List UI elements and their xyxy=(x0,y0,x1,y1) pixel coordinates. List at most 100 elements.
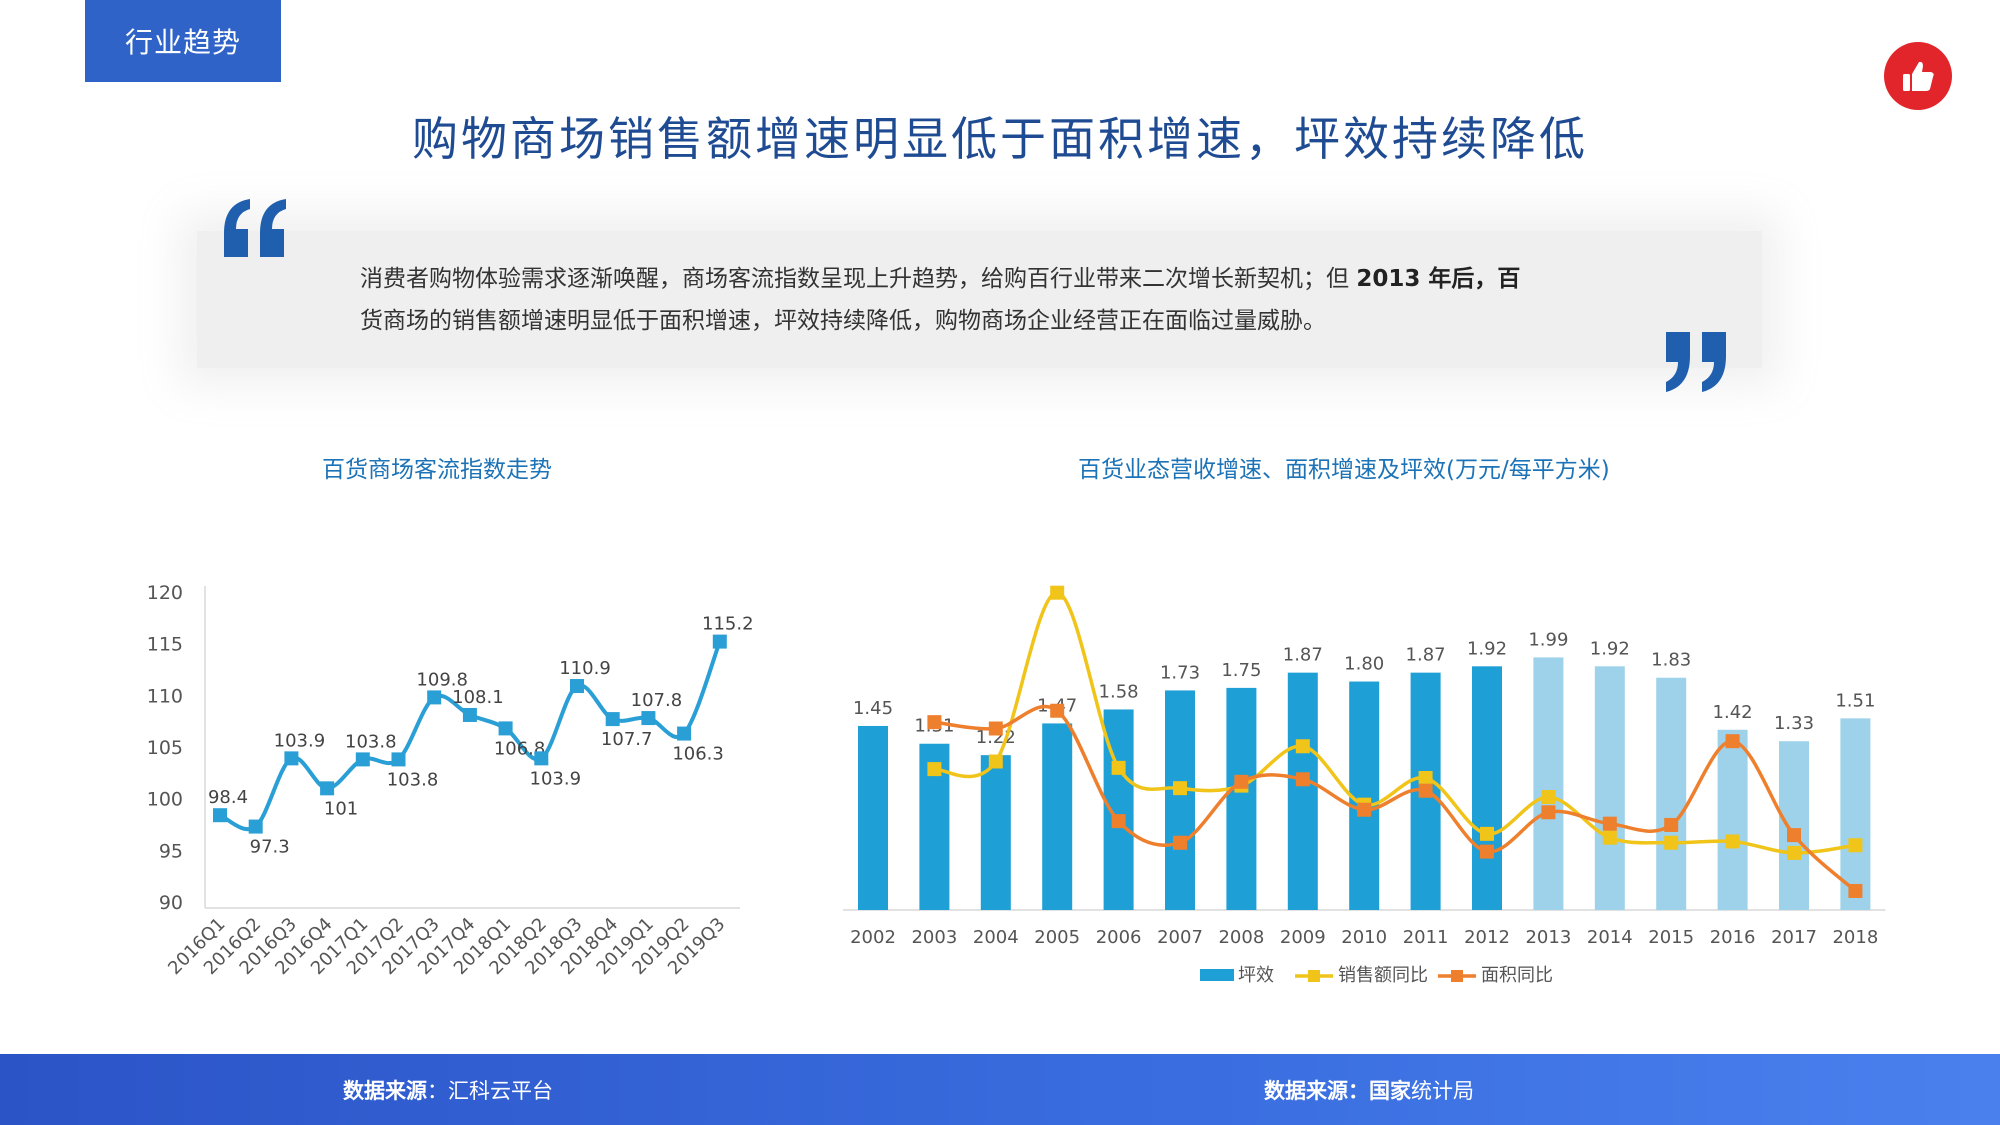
area-yoy-line xyxy=(934,704,1857,893)
area-yoy-point xyxy=(927,715,942,730)
footer-left-key: 数据来源 xyxy=(343,1079,427,1103)
efficiency-bar xyxy=(1594,666,1625,910)
efficiency-data-label: 1.80 xyxy=(1344,654,1384,675)
sales-yoy-point xyxy=(1725,834,1740,849)
efficiency-data-label: 1.87 xyxy=(1283,645,1323,666)
quote-box xyxy=(197,231,1762,368)
efficiency-bar xyxy=(1656,677,1687,910)
sales-yoy-point xyxy=(1418,771,1433,785)
flow-index-point xyxy=(605,712,620,727)
left-chart-title: 百货商场客流指数走势 xyxy=(322,457,552,483)
footer-source-left: 数据来源：汇科云平台 xyxy=(343,1075,553,1105)
legend-efficiency-label: 坪效 xyxy=(1238,965,1274,986)
sales-yoy-point xyxy=(1050,585,1065,600)
legend-area-label: 面积同比 xyxy=(1481,965,1553,986)
area-yoy-point xyxy=(1602,816,1617,831)
footer-source-right: 数据来源：国家统计局 xyxy=(1264,1075,1474,1105)
y-tick-label: 105 xyxy=(147,737,183,759)
area-yoy-point xyxy=(1664,817,1679,832)
efficiency-bar xyxy=(1349,681,1380,910)
footer-right-key: 数据来源：国家 xyxy=(1264,1079,1411,1103)
efficiency-data-label: 1.51 xyxy=(1835,690,1875,711)
x-tick-label: 2017 xyxy=(1771,927,1817,948)
area-yoy-point xyxy=(1418,783,1433,798)
y-tick-label: 100 xyxy=(147,789,183,811)
x-tick-label: 2018 xyxy=(1832,927,1878,948)
efficiency-bar xyxy=(1287,672,1318,910)
x-tick-label: 2005 xyxy=(1034,927,1080,948)
x-tick-label: 2006 xyxy=(1096,927,1142,948)
y-tick-label: 90 xyxy=(159,892,183,914)
flow-index-point xyxy=(712,634,727,649)
x-tick-label: 2002 xyxy=(850,927,896,948)
x-tick-label: 2007 xyxy=(1157,927,1203,948)
legend-efficiency-swatch xyxy=(1200,969,1234,981)
flow-index-point xyxy=(284,751,299,766)
efficiency-bar xyxy=(1042,723,1073,910)
x-tick-label: 2014 xyxy=(1587,927,1633,948)
efficiency-data-label: 1.42 xyxy=(1713,702,1753,723)
passenger-flow-line-chart: 90951001051101151202016Q12016Q22016Q3201… xyxy=(147,582,754,979)
flow-index-point xyxy=(320,781,335,796)
efficiency-bar xyxy=(1717,729,1748,910)
area-yoy-point xyxy=(1848,883,1863,898)
x-tick-label: 2016 xyxy=(1710,927,1756,948)
flow-index-data-label: 101 xyxy=(324,798,358,819)
sales-yoy-point xyxy=(1602,830,1617,845)
flow-index-data-label: 103.9 xyxy=(530,768,582,789)
area-yoy-point xyxy=(1480,844,1494,859)
sales-yoy-point xyxy=(927,762,942,777)
efficiency-data-label: 1.33 xyxy=(1774,713,1814,734)
quote-line1: 消费者购物体验需求逐渐唤醒，商场客流指数呈现上升趋势，给购百行业带来二次增长新契… xyxy=(360,266,1349,292)
area-yoy-point xyxy=(1173,835,1187,850)
flow-index-point xyxy=(677,726,692,741)
area-yoy-point xyxy=(1725,734,1740,749)
x-tick-label: 2004 xyxy=(973,927,1019,948)
efficiency-bar xyxy=(1840,718,1871,910)
x-tick-label: 2010 xyxy=(1341,927,1387,948)
efficiency-bar xyxy=(1533,657,1564,910)
quote-highlight: 2013 年后，百 xyxy=(1356,266,1521,292)
y-tick-label: 120 xyxy=(147,582,183,604)
flow-index-point xyxy=(427,690,442,705)
flow-index-data-label: 103.9 xyxy=(274,730,326,751)
flow-index-data-label: 107.7 xyxy=(601,729,653,750)
flow-index-data-label: 98.4 xyxy=(208,787,248,808)
flow-index-data-label: 97.3 xyxy=(250,837,290,858)
sales-yoy-point xyxy=(1295,739,1310,754)
department-store-bar-line-chart: 1.451.311.221.471.581.731.751.871.801.87… xyxy=(843,585,1886,986)
y-tick-label: 110 xyxy=(147,685,183,707)
efficiency-data-label: 1.87 xyxy=(1406,645,1446,666)
efficiency-bar xyxy=(1165,690,1195,910)
flow-index-data-label: 106.3 xyxy=(672,744,724,765)
area-yoy-point xyxy=(1541,805,1556,820)
area-yoy-point xyxy=(988,721,1003,736)
efficiency-data-label: 1.45 xyxy=(853,698,893,719)
y-tick-label: 95 xyxy=(159,840,183,862)
flow-index-point xyxy=(462,707,477,722)
flow-index-data-label: 103.8 xyxy=(387,769,439,790)
thumbs-up-icon xyxy=(1884,42,1952,110)
legend-area-marker xyxy=(1451,970,1463,982)
efficiency-data-label: 1.92 xyxy=(1590,638,1630,659)
sales-yoy-point xyxy=(1480,826,1494,841)
sales-yoy-point xyxy=(1111,760,1126,775)
flow-index-point xyxy=(641,711,656,726)
area-yoy-point xyxy=(1111,814,1126,829)
flow-index-point xyxy=(355,752,370,767)
flow-index-point xyxy=(391,752,406,767)
x-tick-label: 2011 xyxy=(1403,927,1449,948)
sales-yoy-point xyxy=(988,754,1003,769)
efficiency-bar xyxy=(1472,666,1502,910)
right-chart-title: 百货业态营收增速、面积增速及坪效(万元/每平方米) xyxy=(1078,457,1610,483)
footer-left-value: ：汇科云平台 xyxy=(427,1079,553,1103)
flow-index-data-label: 115.2 xyxy=(702,614,754,635)
flow-index-point xyxy=(570,679,584,694)
efficiency-bar xyxy=(858,725,888,910)
footer-bar xyxy=(0,1054,2000,1125)
flow-index-point xyxy=(498,721,513,736)
x-tick-label: 2009 xyxy=(1280,927,1326,948)
x-tick-label: 2003 xyxy=(911,927,957,948)
flow-index-data-label: 107.8 xyxy=(631,690,683,711)
efficiency-data-label: 1.58 xyxy=(1099,681,1139,702)
